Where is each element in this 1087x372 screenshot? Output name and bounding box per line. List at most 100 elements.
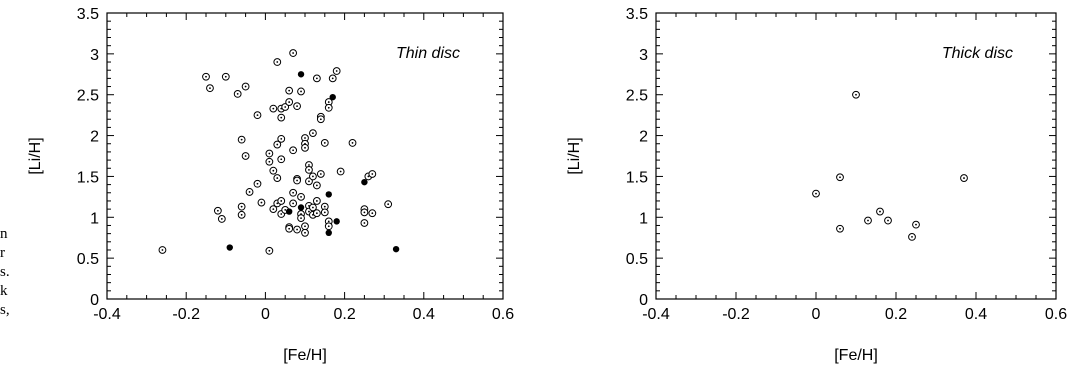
data-point-open xyxy=(336,167,345,176)
data-point-center xyxy=(308,210,310,213)
data-point-open xyxy=(273,140,282,149)
data-point-center xyxy=(855,93,857,96)
data-point-center xyxy=(839,176,841,179)
data-point-open xyxy=(309,129,317,138)
y-tick-label: 1.5 xyxy=(626,169,648,186)
data-point-center xyxy=(387,203,390,206)
data-point-open xyxy=(273,174,282,182)
data-point-open xyxy=(217,215,226,223)
data-point-center xyxy=(280,137,283,140)
data-point-open xyxy=(328,74,337,83)
data-point-center xyxy=(327,220,330,223)
y-axis-title: [Li/H] xyxy=(27,137,44,174)
y-tick-label: 2.5 xyxy=(626,88,648,105)
data-point-center xyxy=(244,85,247,88)
data-point-open xyxy=(273,58,282,66)
data-point-open xyxy=(301,222,309,231)
data-point-center xyxy=(312,175,314,178)
data-point-center xyxy=(161,249,164,251)
data-point-center xyxy=(209,87,211,90)
data-point-open xyxy=(289,49,298,57)
data-point-center xyxy=(312,206,314,209)
data-point-open xyxy=(332,67,341,75)
data-point-center xyxy=(308,168,310,171)
data-point-center xyxy=(300,195,302,198)
data-point-center xyxy=(815,192,817,195)
data-point-filled xyxy=(361,178,368,186)
data-point-filled xyxy=(325,191,332,198)
data-point-open xyxy=(320,208,329,217)
data-point-center xyxy=(288,89,291,92)
data-point-center xyxy=(240,213,243,216)
data-point-center xyxy=(371,212,374,215)
data-point-center xyxy=(260,201,263,204)
data-point-center xyxy=(280,158,283,161)
data-point-open xyxy=(265,246,274,255)
data-point-center xyxy=(887,219,889,222)
data-point-center xyxy=(315,184,318,187)
data-point-center xyxy=(256,114,259,117)
data-point-center xyxy=(323,211,326,214)
data-point-center xyxy=(292,149,295,152)
panel-label: Thin disc xyxy=(396,45,460,62)
data-point-open xyxy=(348,139,357,147)
data-point-open xyxy=(221,72,230,81)
data-point-center xyxy=(879,210,881,213)
data-point-center xyxy=(272,107,275,110)
data-point-open xyxy=(301,228,309,237)
data-point-center xyxy=(363,222,366,224)
data-point-open xyxy=(368,209,377,218)
data-point-center xyxy=(312,132,314,135)
y-tick-label: 1 xyxy=(639,210,648,227)
edge-text-fragment: n xyxy=(0,226,8,242)
data-point-center xyxy=(339,170,342,173)
data-point-center xyxy=(327,101,330,103)
data-point-open xyxy=(324,98,333,106)
data-point-center xyxy=(220,218,223,220)
data-point-open xyxy=(202,72,210,81)
data-point-center xyxy=(256,182,259,185)
data-point-center xyxy=(315,212,318,215)
data-point-center xyxy=(296,105,298,108)
data-point-open xyxy=(312,197,321,205)
data-point-filled xyxy=(325,229,332,237)
data-point-filled xyxy=(226,244,233,251)
data-point-center xyxy=(315,200,318,202)
open-point-series xyxy=(158,49,393,255)
edge-text-fragment: r xyxy=(0,245,5,261)
data-point-center xyxy=(867,219,869,222)
data-point-open xyxy=(368,170,377,178)
data-point-center xyxy=(268,249,271,252)
data-point-open xyxy=(384,200,393,209)
data-point-open xyxy=(289,146,298,155)
data-point-open xyxy=(324,222,333,231)
data-point-center xyxy=(911,235,913,238)
data-point-center xyxy=(319,118,322,121)
data-point-open xyxy=(277,197,286,205)
x-tick-label: -0.4 xyxy=(93,306,121,323)
data-point-center xyxy=(323,142,326,144)
data-point-open xyxy=(245,188,254,196)
data-point-center xyxy=(304,225,306,228)
data-point-center xyxy=(280,200,283,202)
data-point-filled xyxy=(297,204,305,211)
y-tick-label: 2.5 xyxy=(77,88,99,105)
data-point-open xyxy=(289,188,298,197)
y-tick-label: 0 xyxy=(639,292,648,309)
data-point-open xyxy=(316,115,325,124)
data-point-center xyxy=(272,208,275,211)
x-tick-label: -0.4 xyxy=(642,306,670,323)
data-point-open xyxy=(305,165,313,174)
x-tick-label: -0.2 xyxy=(172,306,200,323)
data-point-open xyxy=(241,82,250,91)
data-point-center xyxy=(292,191,295,194)
data-point-center xyxy=(248,191,251,193)
data-point-open xyxy=(269,166,278,175)
y-tick-label: 0 xyxy=(90,292,99,309)
data-point-open xyxy=(864,216,872,225)
data-point-center xyxy=(363,211,366,214)
data-point-center xyxy=(304,137,306,139)
data-point-center xyxy=(236,92,239,95)
data-point-center xyxy=(224,75,227,78)
data-point-center xyxy=(304,146,306,149)
